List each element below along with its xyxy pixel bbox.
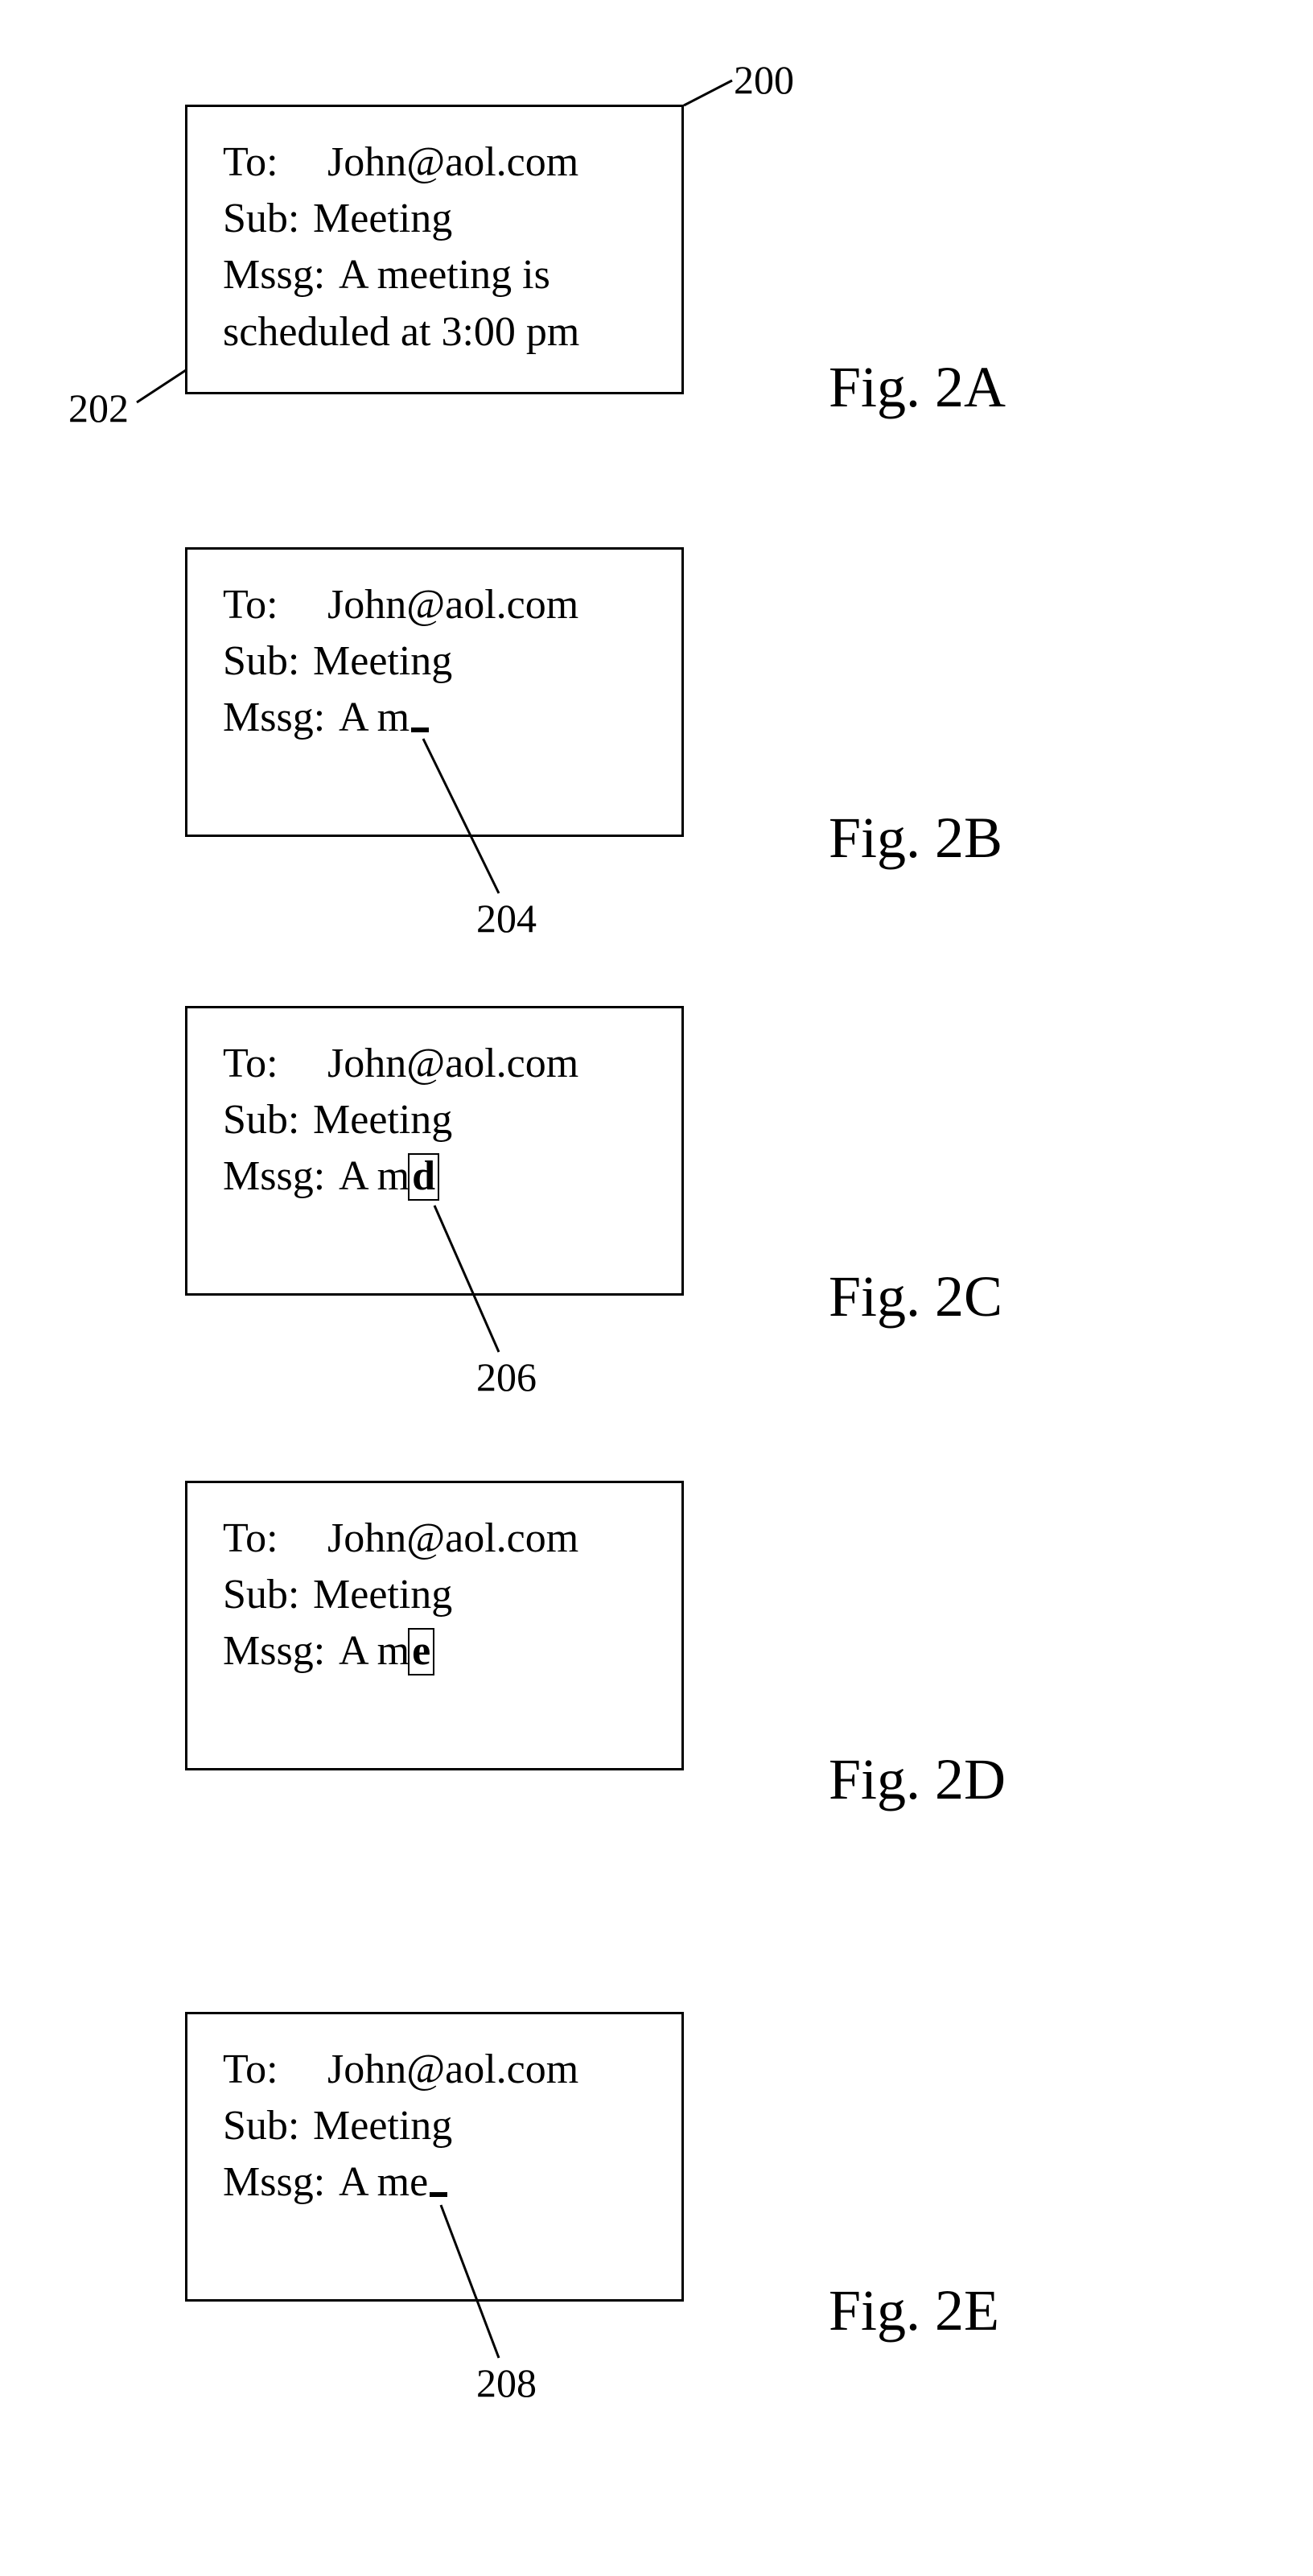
fig-2a-mssg-row: Mssg:A meeting is (223, 247, 657, 303)
to-value: John@aol.com (327, 2046, 578, 2092)
fig-2b-sub-row: Sub:Meeting (223, 633, 657, 690)
fig-2e-mssg-row: Mssg:A me (223, 2154, 657, 2211)
fig-2c-mssg-row: Mssg:A md (223, 1148, 657, 1205)
mssg-label: Mssg: (223, 690, 339, 746)
fig-2c-box: To:John@aol.com Sub:Meeting Mssg:A md (185, 1006, 684, 1296)
fig-2e-mssg-prefix: A me (339, 2159, 428, 2205)
suggested-char-box: e (408, 1628, 434, 1675)
ref-208: 208 (476, 2360, 537, 2406)
sub-value: Meeting (313, 196, 452, 241)
ref-206: 206 (476, 1354, 537, 1400)
fig-2c-sub-row: Sub:Meeting (223, 1092, 657, 1148)
sub-value: Meeting (313, 1572, 452, 1618)
fig-2b-box: To:John@aol.com Sub:Meeting Mssg:A m (185, 547, 684, 837)
fig-2a-box: To:John@aol.com Sub:Meeting Mssg:A meeti… (185, 105, 684, 394)
sub-label: Sub: (223, 1092, 313, 1148)
to-label: To: (223, 134, 327, 191)
fig-2e-box: To:John@aol.com Sub:Meeting Mssg:A me (185, 2012, 684, 2302)
fig-2b-to-row: To:John@aol.com (223, 577, 657, 633)
fig-2a-to-row: To:John@aol.com (223, 134, 657, 191)
sub-label: Sub: (223, 1567, 313, 1623)
suggested-char-box: d (408, 1153, 439, 1201)
to-value: John@aol.com (327, 582, 578, 628)
sub-value: Meeting (313, 638, 452, 684)
ref-204: 204 (476, 895, 537, 942)
to-value: John@aol.com (327, 1041, 578, 1086)
sub-label: Sub: (223, 633, 313, 690)
fig-2c-label: Fig. 2C (829, 1263, 1002, 1330)
fig-2b-mssg-row: Mssg:A m (223, 690, 657, 746)
fig-2e-to-row: To:John@aol.com (223, 2042, 657, 2098)
fig-2c-mssg-prefix: A m (339, 1153, 410, 1199)
to-label: To: (223, 1511, 327, 1567)
mssg-label: Mssg: (223, 1148, 339, 1205)
fig-2d-box: To:John@aol.com Sub:Meeting Mssg:A me (185, 1481, 684, 1770)
sub-label: Sub: (223, 2098, 313, 2154)
to-value: John@aol.com (327, 1515, 578, 1561)
fig-2e-label: Fig. 2E (829, 2277, 999, 2344)
to-label: To: (223, 2042, 327, 2098)
sub-value: Meeting (313, 1097, 452, 1143)
fig-2a-mssg-line2: scheduled at 3:00 pm (223, 304, 657, 361)
fig-2b-mssg-prefix: A m (339, 694, 410, 740)
sub-value: Meeting (313, 2103, 452, 2149)
sub-label: Sub: (223, 191, 313, 247)
patent-figure-page: To:John@aol.com Sub:Meeting Mssg:A meeti… (0, 0, 1313, 2576)
fig-2d-mssg-prefix: A m (339, 1628, 410, 1674)
mssg-label: Mssg: (223, 1623, 339, 1680)
fig-2a-sub-row: Sub:Meeting (223, 191, 657, 247)
to-label: To: (223, 577, 327, 633)
fig-2d-to-row: To:John@aol.com (223, 1511, 657, 1567)
fig-2b-label: Fig. 2B (829, 805, 1002, 872)
ref-202: 202 (68, 385, 129, 431)
fig-2a-label: Fig. 2A (829, 354, 1006, 421)
cursor-icon (430, 2192, 447, 2197)
cursor-icon (411, 727, 429, 732)
to-label: To: (223, 1036, 327, 1092)
mssg-label: Mssg: (223, 247, 339, 303)
to-value: John@aol.com (327, 139, 578, 185)
fig-2d-mssg-row: Mssg:A me (223, 1623, 657, 1680)
fig-2d-sub-row: Sub:Meeting (223, 1567, 657, 1623)
ref-200: 200 (734, 56, 794, 103)
fig-2d-label: Fig. 2D (829, 1746, 1006, 1813)
fig-2c-to-row: To:John@aol.com (223, 1036, 657, 1092)
fig-2e-sub-row: Sub:Meeting (223, 2098, 657, 2154)
mssg-label: Mssg: (223, 2154, 339, 2211)
fig-2a-mssg-line1: A meeting is (339, 252, 550, 298)
